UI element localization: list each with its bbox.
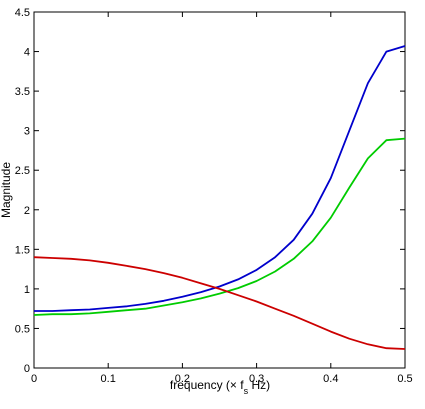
y-axis-label: Magnitude bbox=[0, 162, 13, 218]
x-tick-label: 0.3 bbox=[249, 373, 264, 385]
x-tick-label: 0.1 bbox=[101, 373, 116, 385]
x-axis-label-subscript: s bbox=[244, 386, 249, 396]
x-axis-label: frequency (× fs Hz) bbox=[170, 378, 270, 396]
x-tick-label: 0.2 bbox=[175, 373, 190, 385]
y-tick-label: 4.5 bbox=[15, 7, 30, 19]
series-group bbox=[33, 45, 406, 350]
y-axis-ticks: 0 0.5 1 1.5 2 2.5 3 3.5 4 4.5 bbox=[15, 7, 405, 375]
x-axis-label-tail: Hz) bbox=[248, 378, 270, 392]
x-tick-label: 0 bbox=[31, 373, 37, 385]
plot-area bbox=[33, 11, 406, 369]
y-tick-label: 1.5 bbox=[15, 244, 30, 256]
series-line-1 bbox=[33, 137, 406, 316]
x-axis-label-main: frequency (× f bbox=[170, 378, 244, 392]
y-tick-label: 2 bbox=[24, 205, 30, 217]
x-tick-label: 0.5 bbox=[397, 373, 412, 385]
series-line-0 bbox=[34, 45, 406, 312]
y-tick-label: 1 bbox=[24, 284, 30, 296]
y-tick-label: 0 bbox=[24, 363, 30, 375]
y-tick-label: 0.5 bbox=[15, 323, 30, 335]
y-tick-label: 3 bbox=[24, 126, 30, 138]
x-axis-ticks: 0 0.1 0.2 0.3 0.4 0.5 bbox=[31, 12, 413, 385]
y-tick-label: 3.5 bbox=[15, 86, 30, 98]
series-line-2 bbox=[33, 256, 406, 350]
y-tick-label: 2.5 bbox=[15, 165, 30, 177]
x-tick-label: 0.4 bbox=[323, 373, 338, 385]
y-tick-label: 4 bbox=[24, 47, 30, 59]
